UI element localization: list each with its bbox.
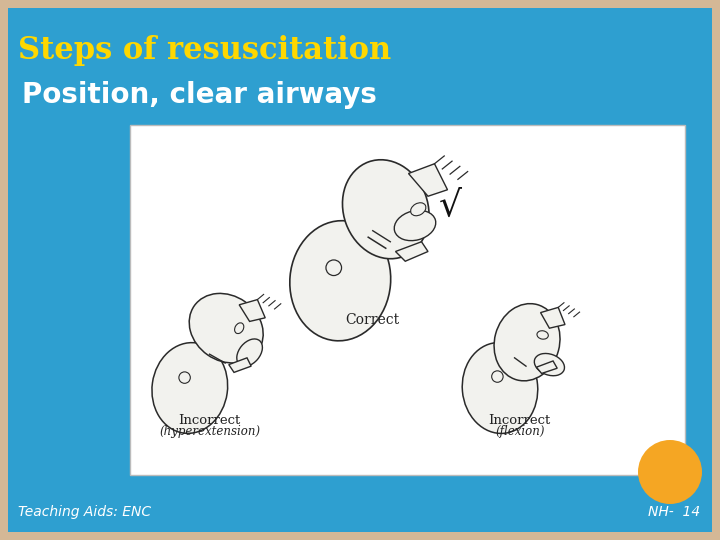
Ellipse shape	[534, 354, 564, 376]
Ellipse shape	[494, 303, 560, 381]
Polygon shape	[541, 307, 565, 328]
Circle shape	[492, 371, 503, 382]
Ellipse shape	[462, 342, 538, 434]
Text: (hyperextension): (hyperextension)	[159, 426, 260, 438]
Polygon shape	[408, 164, 448, 196]
Text: Correct: Correct	[346, 313, 400, 327]
Polygon shape	[229, 358, 251, 373]
Text: Position, clear airways: Position, clear airways	[22, 81, 377, 109]
Ellipse shape	[237, 339, 262, 366]
Polygon shape	[395, 242, 428, 261]
Circle shape	[638, 440, 702, 504]
Circle shape	[326, 260, 341, 275]
Polygon shape	[239, 300, 265, 321]
Ellipse shape	[152, 343, 228, 434]
Text: Teaching Aids: ENC: Teaching Aids: ENC	[18, 505, 151, 519]
Polygon shape	[536, 361, 557, 374]
Ellipse shape	[189, 293, 264, 363]
Ellipse shape	[235, 323, 244, 334]
Circle shape	[179, 372, 190, 383]
Text: √: √	[439, 189, 462, 223]
Ellipse shape	[343, 160, 429, 259]
Text: (flexion): (flexion)	[495, 426, 544, 438]
Text: Incorrect: Incorrect	[179, 414, 240, 427]
Text: NH-  14: NH- 14	[648, 505, 700, 519]
Ellipse shape	[289, 221, 391, 341]
Ellipse shape	[395, 211, 436, 241]
Ellipse shape	[537, 330, 549, 339]
Bar	[130, 125, 685, 475]
Text: Incorrect: Incorrect	[489, 414, 551, 427]
Text: Steps of resuscitation: Steps of resuscitation	[18, 35, 391, 65]
Ellipse shape	[410, 202, 426, 216]
